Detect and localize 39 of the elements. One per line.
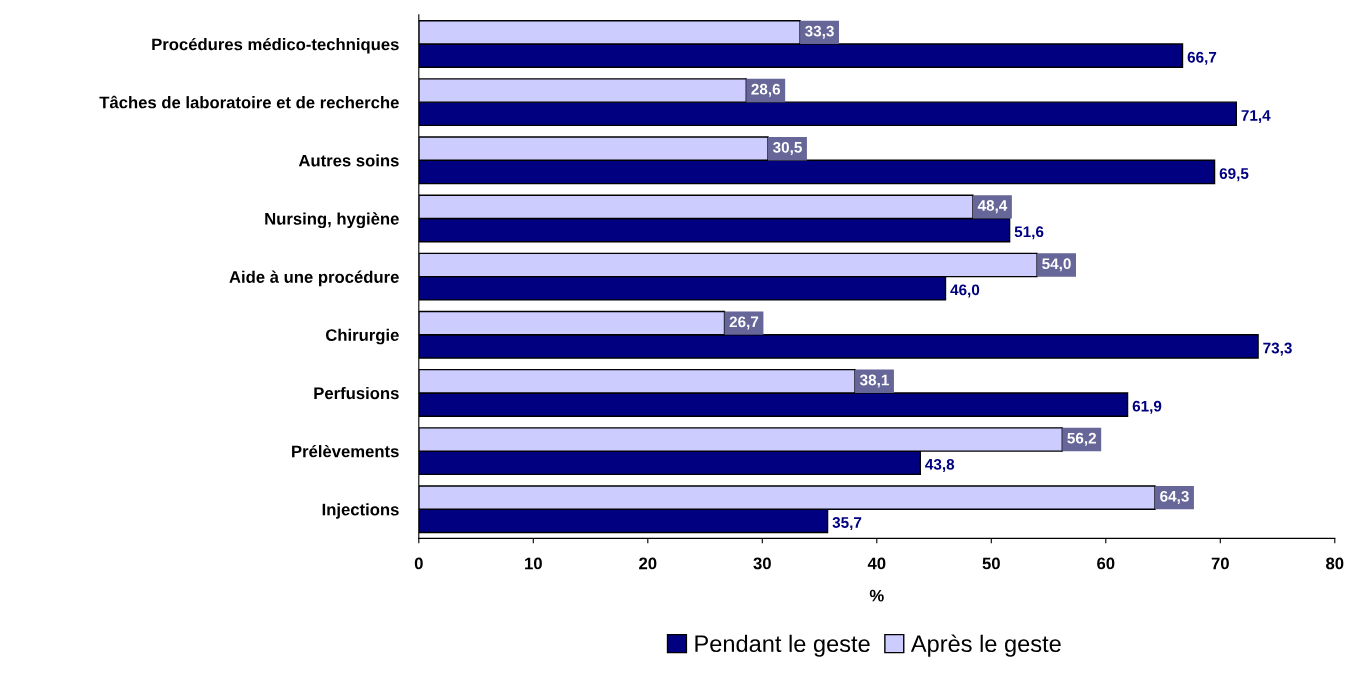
data-label: 51,6 [1014,226,1044,240]
x-tick-label: 70 [1211,557,1229,570]
data-label: 46,0 [950,284,980,298]
data-label: 48,4 [977,200,1008,214]
x-tick-label: 10 [525,557,542,570]
x-tick-label: 50 [982,557,1000,570]
data-label: 33,3 [805,25,834,39]
y-tick-label: Tâches de laboratoire et de recherche [99,95,399,109]
data-label: 54,0 [1042,258,1071,272]
y-tick-label: Chirurgie [325,328,399,345]
y-tick-label: Autres soins [298,154,399,167]
data-label: 26,7 [729,316,759,330]
y-tick-label: Injections [322,503,399,519]
data-label: 38,1 [859,374,889,388]
x-tick-label: 40 [867,557,886,570]
data-label: 28,6 [751,83,781,97]
data-label: 56,2 [1067,432,1096,446]
data-label: 71,4 [1241,110,1271,124]
x-tick-label: 30 [753,557,771,570]
data-label: 64,3 [1160,490,1189,504]
y-tick-label: Procédures médico-techniques [152,37,399,54]
legend-label: Après le geste [910,634,1061,657]
y-tick-label: Prélèvements [292,444,399,458]
x-tick-label: 60 [1097,557,1115,570]
x-tick-label: 0 [414,557,423,570]
x-tick-label: 80 [1326,557,1344,570]
data-label: 35,7 [832,517,862,531]
x-tick-label: 20 [639,557,657,570]
data-label: 73,3 [1263,342,1292,356]
data-label: 69,5 [1219,168,1249,182]
data-label: 30,5 [772,141,802,155]
x-axis-title: % [869,589,884,602]
data-label: 43,8 [925,458,955,472]
y-tick-label: Aide à une procédure [229,270,399,287]
y-tick-label: Perfusions [314,386,399,400]
data-label: 66,7 [1187,51,1217,65]
data-label: 61,9 [1132,400,1162,414]
legend-label: Pendant le geste [695,634,870,657]
y-tick-label: Nursing, hygiène [265,212,399,229]
